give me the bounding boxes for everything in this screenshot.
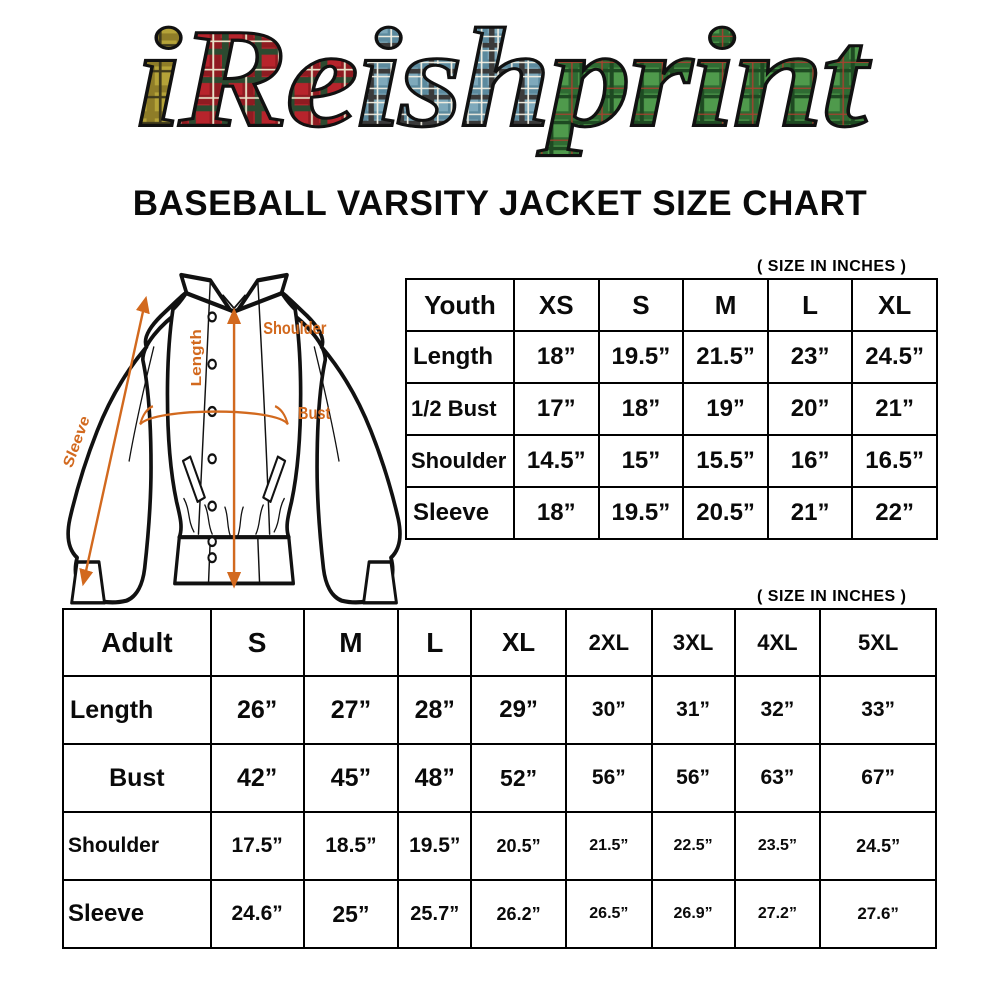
svg-text:BASEBALL VARSITY JACKET SIZE C: BASEBALL VARSITY JACKET SIZE CHART xyxy=(133,184,868,223)
svg-text:Length: Length xyxy=(189,329,205,386)
svg-text:Bust: Bust xyxy=(298,405,331,423)
svg-text:iReishprint: iReishprint xyxy=(136,0,872,157)
svg-text:Shoulder: Shoulder xyxy=(263,320,326,338)
